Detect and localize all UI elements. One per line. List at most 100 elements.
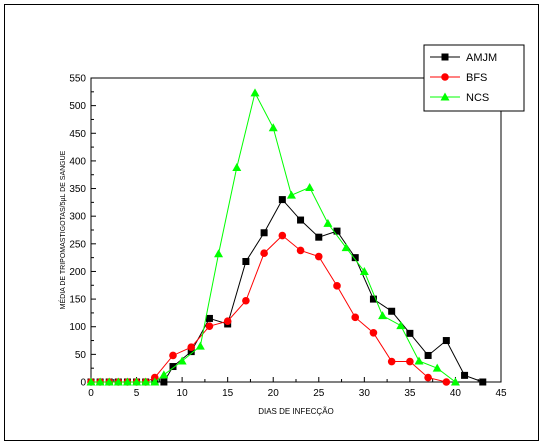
data-point-bfs bbox=[296, 246, 305, 255]
data-point-ncs bbox=[86, 377, 96, 386]
data-point-amjm bbox=[160, 378, 168, 386]
data-point-bfs bbox=[242, 296, 250, 305]
x-tick-label: 20 bbox=[268, 388, 280, 399]
data-point-ncs bbox=[95, 377, 105, 386]
data-point-ncs bbox=[323, 218, 333, 227]
data-point-ncs bbox=[214, 249, 224, 258]
data-point-bfs bbox=[351, 313, 360, 322]
data-point-ncs bbox=[177, 356, 187, 365]
x-tick-label: 45 bbox=[495, 388, 507, 399]
data-point-ncs bbox=[150, 377, 160, 386]
y-axis-title: MÉDIA DE TRIPOMASTIGOTAS/5µL DE SANGUE bbox=[58, 150, 67, 309]
plot-area-border bbox=[90, 77, 502, 383]
data-point-bfs bbox=[406, 357, 414, 366]
data-point-ncs bbox=[232, 163, 242, 172]
legend-label-amjm: AMJM bbox=[466, 52, 497, 64]
y-tick-label: 400 bbox=[69, 156, 86, 167]
data-point-ncs bbox=[378, 311, 388, 320]
data-point-ncs bbox=[450, 377, 460, 386]
legend-label-bfs: BFS bbox=[466, 72, 487, 84]
data-point-ncs bbox=[341, 243, 351, 252]
data-point-amjm bbox=[388, 307, 396, 315]
data-point-bfs bbox=[424, 373, 432, 382]
series-ncs bbox=[86, 88, 460, 386]
axes bbox=[90, 77, 502, 383]
data-point-amjm bbox=[260, 229, 268, 237]
data-point-ncs bbox=[396, 321, 406, 330]
x-tick-label: 15 bbox=[222, 388, 234, 399]
data-point-amjm bbox=[351, 254, 359, 262]
legend-box bbox=[423, 44, 525, 112]
data-point-bfs bbox=[278, 231, 287, 240]
data-point-ncs bbox=[141, 377, 151, 386]
x-tick-label: 30 bbox=[359, 388, 371, 399]
ticks: 0 5 10 15 20 25 30 35 40 450501001502002503003504… bbox=[69, 74, 507, 400]
x-tick-label: 10 bbox=[177, 388, 189, 399]
y-tick-label: 500 bbox=[69, 101, 86, 112]
y-tick-label: 0 bbox=[80, 378, 86, 389]
data-point-bfs bbox=[442, 378, 451, 386]
y-tick-label: 200 bbox=[69, 267, 86, 278]
data-point-bfs bbox=[369, 329, 378, 337]
data-point-ncs bbox=[268, 123, 278, 132]
x-axis-title: DIAS DE INFECÇÃO bbox=[258, 407, 334, 416]
x-tick-label: 25 bbox=[313, 388, 325, 399]
y-tick-label: 350 bbox=[69, 184, 86, 195]
data-point-amjm bbox=[406, 329, 414, 337]
data-point-bfs bbox=[314, 252, 323, 261]
y-tick-label: 450 bbox=[69, 129, 86, 140]
x-tick-label: 40 bbox=[450, 388, 462, 399]
legend-marker-bfs bbox=[441, 73, 449, 81]
data-point-bfs bbox=[169, 351, 177, 360]
series-bfs bbox=[87, 231, 451, 386]
chart-frame: 0 5 10 15 20 25 30 35 40 45 0 50 100 150 200 250 300 350 4… bbox=[4, 4, 539, 441]
legend-marker-ncs bbox=[440, 92, 450, 101]
data-point-ncs bbox=[359, 266, 369, 275]
data-point-ncs bbox=[132, 377, 142, 386]
x-tick-label: 0 bbox=[88, 388, 94, 399]
data-point-amjm bbox=[461, 371, 469, 379]
data-point-amjm bbox=[242, 258, 250, 266]
data-point-bfs bbox=[223, 317, 232, 326]
data-point-ncs bbox=[104, 377, 114, 386]
data-point-ncs bbox=[159, 370, 169, 379]
data-point-ncs bbox=[305, 182, 315, 191]
y-tick-label: 250 bbox=[69, 239, 86, 250]
data-point-ncs bbox=[286, 190, 296, 199]
data-point-ncs bbox=[113, 377, 123, 386]
data-point-amjm bbox=[297, 216, 305, 224]
y-tick-label: 300 bbox=[69, 212, 86, 223]
data-point-bfs bbox=[187, 343, 196, 351]
data-point-ncs bbox=[195, 341, 205, 350]
series-layer bbox=[86, 88, 487, 386]
data-point-amjm bbox=[169, 363, 177, 371]
data-point-bfs bbox=[333, 282, 341, 290]
x-tick-label: 5 bbox=[134, 388, 140, 399]
series-amjm-line bbox=[91, 198, 483, 383]
data-point-bfs bbox=[260, 249, 268, 258]
data-point-amjm bbox=[424, 351, 432, 359]
data-point-ncs bbox=[414, 356, 424, 365]
data-point-amjm bbox=[369, 295, 377, 303]
y-tick-label: 50 bbox=[75, 350, 87, 361]
series-amjm bbox=[87, 196, 487, 386]
chart: 0 5 10 15 20 25 30 35 40 450501001502002503003504… bbox=[58, 44, 525, 416]
y-tick-label: 150 bbox=[69, 295, 86, 306]
data-point-amjm bbox=[333, 227, 341, 235]
legend-marker-amjm bbox=[441, 53, 449, 61]
data-point-ncs bbox=[250, 88, 260, 97]
data-point-amjm bbox=[315, 233, 323, 241]
legend: AMJM BFS NCS bbox=[423, 44, 525, 112]
y-tick-label: 550 bbox=[69, 74, 86, 85]
series-ncs-line bbox=[91, 91, 456, 383]
y-tick-label: 100 bbox=[69, 322, 86, 333]
legend-label-ncs: NCS bbox=[466, 92, 489, 104]
data-point-amjm bbox=[187, 348, 195, 356]
data-point-amjm bbox=[479, 378, 487, 386]
data-point-amjm bbox=[442, 337, 450, 345]
data-point-ncs bbox=[432, 363, 442, 372]
data-point-amjm bbox=[278, 196, 286, 204]
data-point-ncs bbox=[122, 377, 132, 386]
data-point-amjm bbox=[205, 314, 213, 322]
data-point-bfs bbox=[387, 357, 396, 366]
